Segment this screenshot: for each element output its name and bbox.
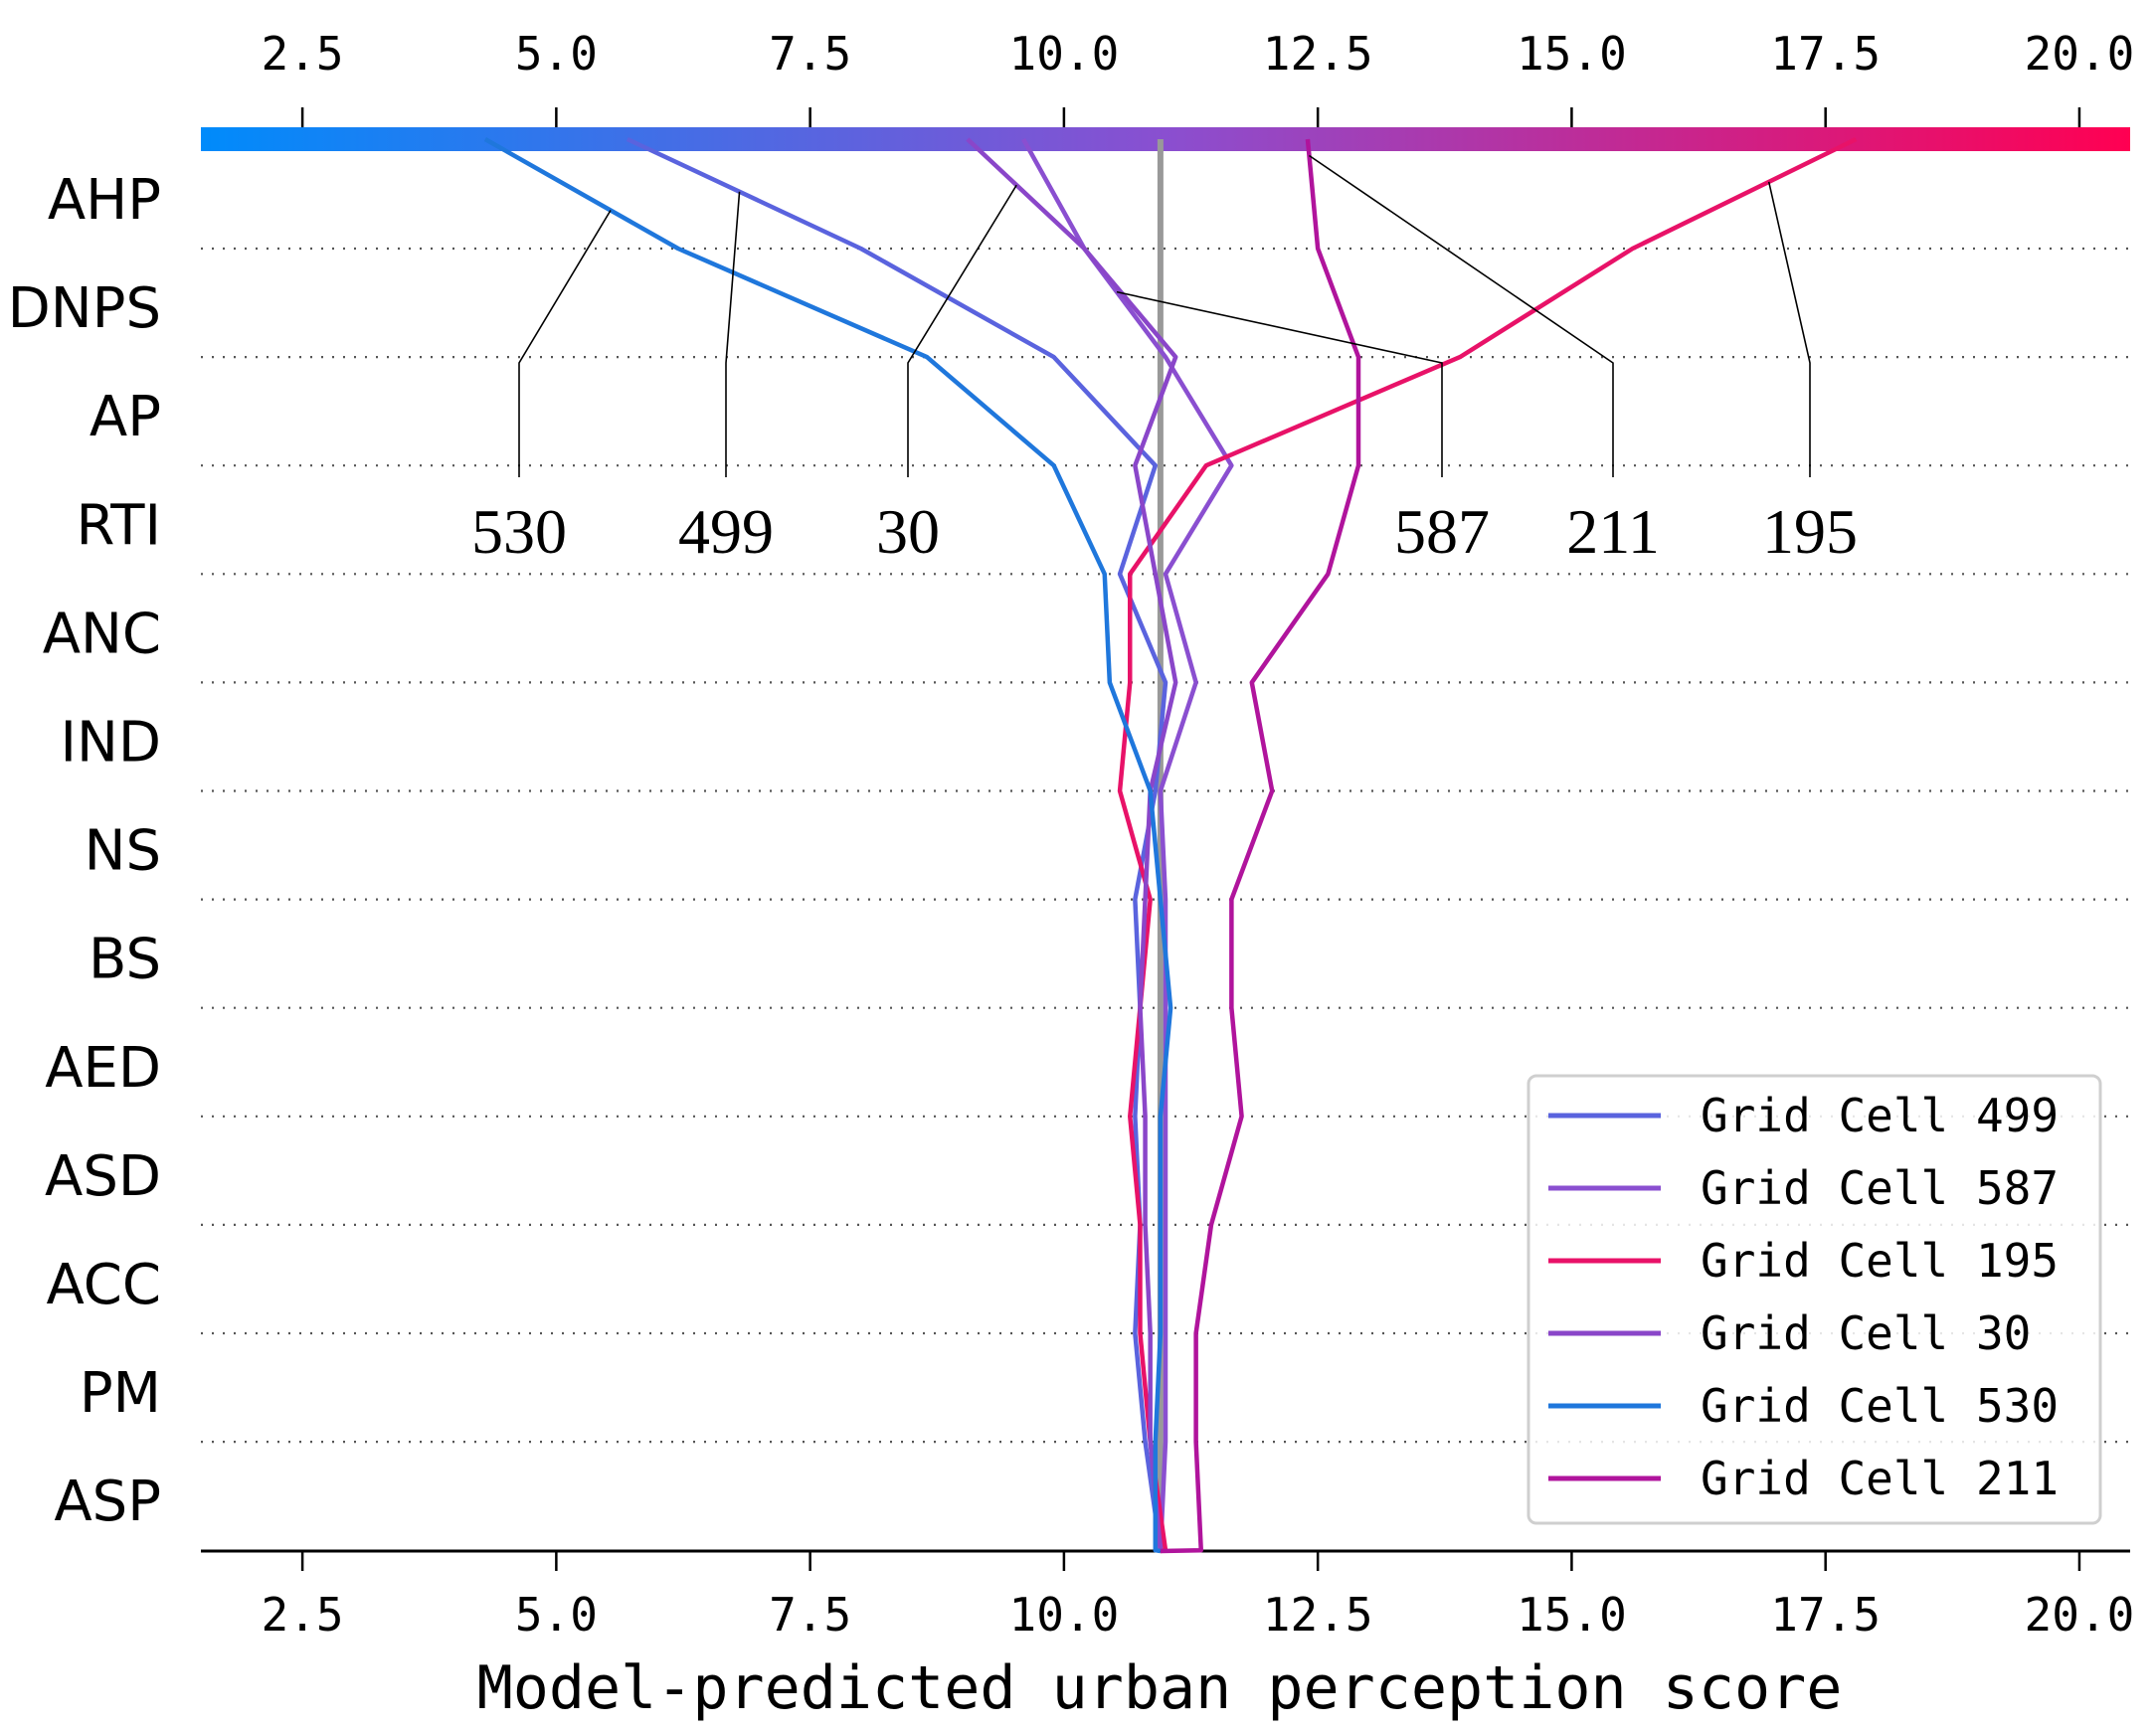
legend-entry: Grid Cell 499: [1701, 1089, 2059, 1142]
feature-label: NS: [85, 819, 161, 884]
annotation-label: 30: [876, 496, 940, 567]
feature-labels: AHP DNPS AP RTI ANC IND NS BS AED ASD ACC PM ASP: [8, 168, 161, 1534]
feature-label: IND: [60, 711, 161, 776]
annotation-label: 587: [1394, 496, 1490, 567]
legend-entry: Grid Cell 30: [1701, 1306, 2031, 1360]
annotation-leader: [518, 210, 612, 477]
annotations: 530 499 30 587 211 195: [471, 154, 1858, 567]
annotation-label: 211: [1566, 496, 1660, 567]
feature-label: RTI: [76, 493, 161, 558]
x-tick-label: 20.0: [2025, 1588, 2135, 1642]
series-line: [483, 137, 1173, 1554]
top-axis: 2.5 5.0 7.5 10.0 12.5 15.0 17.5 20.0: [262, 27, 2135, 127]
x-tick-label: 10.0: [1009, 1588, 1120, 1642]
series-line: [1160, 138, 1361, 1554]
x-axis-label: Model-predicted urban perception score: [477, 1653, 1843, 1723]
annotation-leader: [725, 191, 741, 477]
x-tick-label: 15.0: [1517, 1588, 1627, 1642]
legend: Grid Cell 499 Grid Cell 587 Grid Cell 195 G…: [1527, 1074, 2102, 1525]
series-lines: [483, 136, 1858, 1554]
legend-entry: Grid Cell 211: [1701, 1452, 2059, 1505]
bottom-axis: 2.5 5.0 7.5 10.0 12.5 15.0 17.5 20.0: [201, 1549, 2135, 1642]
series-line: [1117, 136, 1858, 1554]
feature-label: AP: [90, 385, 161, 449]
colorbar: [201, 127, 2130, 151]
x-tick-label: 2.5: [262, 1588, 344, 1642]
top-tick-label: 12.5: [1263, 27, 1373, 81]
feature-label: BS: [89, 928, 161, 992]
annotation-leader: [1309, 154, 1614, 477]
feature-label: AED: [45, 1036, 161, 1101]
feature-label: ASD: [45, 1144, 161, 1209]
feature-label: AHP: [48, 168, 161, 233]
feature-label: ASP: [54, 1470, 161, 1534]
x-tick-label: 5.0: [515, 1588, 598, 1642]
series-line: [1021, 137, 1234, 1553]
top-tick-label: 20.0: [2025, 27, 2135, 81]
annotation-label: 530: [471, 496, 567, 567]
annotation-leader: [1767, 181, 1811, 477]
annotation-label: 499: [678, 496, 774, 567]
top-tick-label: 10.0: [1009, 27, 1120, 81]
x-tick-label: 17.5: [1770, 1588, 1881, 1642]
top-tick-label: 15.0: [1517, 27, 1627, 81]
top-tick-label: 7.5: [769, 27, 851, 81]
legend-entry: Grid Cell 195: [1701, 1234, 2059, 1288]
top-tick-label: 2.5: [262, 27, 344, 81]
annotation-leader: [1116, 290, 1443, 477]
feature-label: PM: [80, 1361, 161, 1426]
feature-label: ACC: [46, 1253, 161, 1317]
annotation-leader: [907, 184, 1017, 477]
x-tick-label: 12.5: [1263, 1588, 1373, 1642]
legend-entry: Grid Cell 530: [1701, 1379, 2059, 1433]
annotation-label: 195: [1762, 496, 1858, 567]
top-tick-label: 17.5: [1770, 27, 1881, 81]
legend-box: [1527, 1074, 2102, 1525]
x-tick-label: 7.5: [769, 1588, 851, 1642]
legend-entry: Grid Cell 587: [1701, 1161, 2059, 1215]
top-tick-label: 5.0: [515, 27, 598, 81]
feature-label: ANC: [43, 602, 161, 666]
feature-label: DNPS: [8, 276, 161, 341]
series-line: [966, 137, 1178, 1553]
series-line: [626, 136, 1168, 1553]
